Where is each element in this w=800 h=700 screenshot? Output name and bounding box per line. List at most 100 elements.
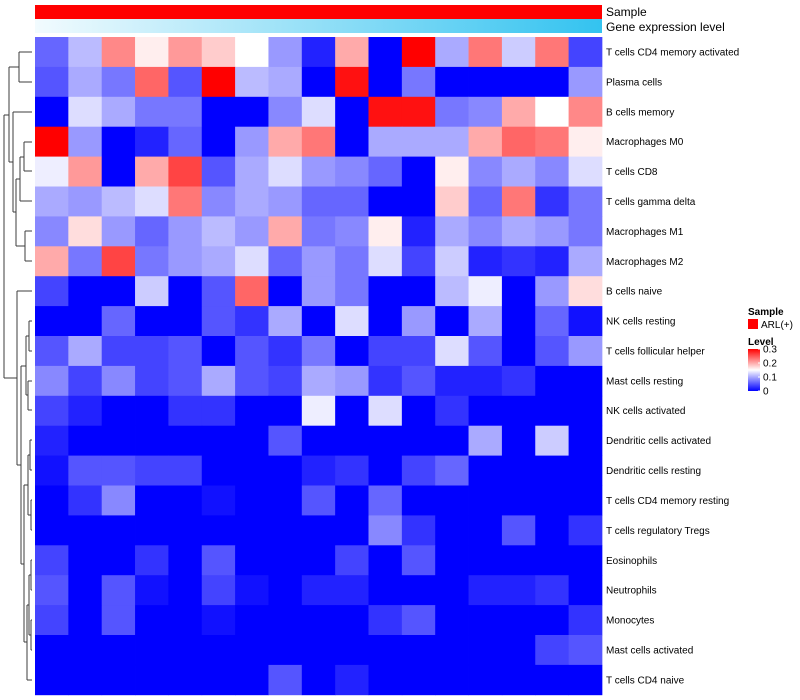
heatmap-cell — [368, 485, 403, 516]
heatmap-cell — [435, 605, 469, 636]
heatmap-cell — [168, 635, 203, 666]
heatmap-cell — [535, 276, 569, 307]
heatmap-cell — [268, 96, 303, 128]
heatmap-cell — [335, 605, 369, 636]
heatmap-cell — [401, 515, 436, 546]
heatmap-cell — [501, 425, 536, 456]
heatmap-cell — [568, 365, 603, 397]
heatmap-cell — [268, 66, 303, 98]
heatmap-cell — [368, 575, 403, 606]
heatmap-cell — [301, 455, 336, 486]
heatmap-cell — [201, 664, 236, 696]
heatmap-cell — [435, 246, 469, 277]
heatmap-cell — [501, 66, 536, 98]
heatmap-cell — [401, 156, 436, 187]
heatmap-cell — [501, 216, 536, 247]
heatmap-cell — [368, 96, 403, 128]
heatmap-cell — [335, 365, 369, 397]
heatmap-cell — [301, 156, 336, 187]
heatmap-cell — [101, 96, 136, 128]
heatmap-cell — [568, 276, 603, 307]
heatmap-cell — [401, 276, 436, 307]
heatmap-cell — [435, 156, 469, 187]
heatmap-cell — [268, 276, 303, 307]
heatmap-cell — [535, 635, 569, 666]
heatmap-cell — [401, 186, 436, 217]
legend-level-title: Level — [748, 337, 774, 348]
heatmap-cell — [468, 515, 503, 546]
heatmap-cell — [501, 515, 536, 546]
heatmap-cell — [101, 605, 136, 636]
heatmap-cell — [101, 246, 136, 277]
heatmap-cell — [68, 37, 103, 68]
heatmap-cell — [101, 425, 136, 456]
heatmap-cell — [235, 156, 269, 187]
heatmap-cell — [368, 515, 403, 546]
heatmap-cell — [101, 635, 136, 666]
heatmap-cell — [168, 126, 203, 157]
heatmap-cell — [568, 66, 603, 98]
heatmap-cell — [135, 306, 169, 337]
heatmap-cell — [568, 485, 603, 516]
heatmap-cell — [135, 455, 169, 486]
heatmap-cell — [235, 515, 269, 546]
heatmap-cell — [201, 96, 236, 128]
heatmap-cell — [301, 246, 336, 277]
heatmap-cell — [535, 425, 569, 456]
heatmap-cell — [235, 455, 269, 486]
heatmap-cell — [135, 425, 169, 456]
heatmap-cell — [401, 37, 436, 68]
heatmap-cell — [101, 664, 136, 696]
heatmap-cell — [301, 186, 336, 217]
legend-tick-label: 0.2 — [763, 359, 777, 370]
heatmap-cell — [301, 515, 336, 546]
heatmap-cell — [101, 126, 136, 157]
heatmap-cell — [501, 545, 536, 576]
heatmap-cell — [268, 246, 303, 277]
heatmap-cell — [435, 306, 469, 337]
heatmap-cell — [301, 306, 336, 337]
heatmap-cell — [435, 545, 469, 576]
heatmap-cell — [435, 37, 469, 68]
heatmap-cell — [468, 485, 503, 516]
heatmap-cell — [268, 395, 303, 427]
heatmap-cell — [535, 545, 569, 576]
heatmap-cell — [301, 545, 336, 576]
heatmap-cell — [101, 545, 136, 576]
heatmap-cell — [468, 425, 503, 456]
heatmap-cell — [568, 37, 603, 68]
row-label: Macrophages M2 — [606, 257, 684, 268]
heatmap-cell — [435, 365, 469, 397]
heatmap-cell — [68, 425, 103, 456]
heatmap-cell — [135, 545, 169, 576]
heatmap-cell — [535, 485, 569, 516]
heatmap-cell — [235, 575, 269, 606]
heatmap-cell — [268, 635, 303, 666]
heatmap-cell — [68, 515, 103, 546]
heatmap-cell — [435, 485, 469, 516]
heatmap-cell — [468, 276, 503, 307]
heatmap-cell — [68, 455, 103, 486]
heatmap-cell — [135, 485, 169, 516]
heatmap-cell — [401, 216, 436, 247]
heatmap-cell — [35, 96, 69, 128]
heatmap-cell — [568, 455, 603, 486]
row-label: NK cells resting — [606, 317, 675, 328]
heatmap-cell — [535, 156, 569, 187]
heatmap-cell — [401, 246, 436, 277]
heatmap-cell — [401, 425, 436, 456]
heatmap-cell — [68, 276, 103, 307]
heatmap-cell — [368, 37, 403, 68]
heatmap-cell — [235, 306, 269, 337]
heatmap-cell — [235, 395, 269, 427]
heatmap-cell — [435, 575, 469, 606]
heatmap-cell — [301, 37, 336, 68]
heatmap-cell — [35, 216, 69, 247]
heatmap-cell — [201, 126, 236, 157]
heatmap-cell — [201, 156, 236, 187]
heatmap-cell — [301, 664, 336, 696]
row-label: Dendritic cells resting — [606, 466, 701, 477]
heatmap-cell — [535, 365, 569, 397]
heatmap-cell — [135, 336, 169, 367]
heatmap-cell — [68, 126, 103, 157]
